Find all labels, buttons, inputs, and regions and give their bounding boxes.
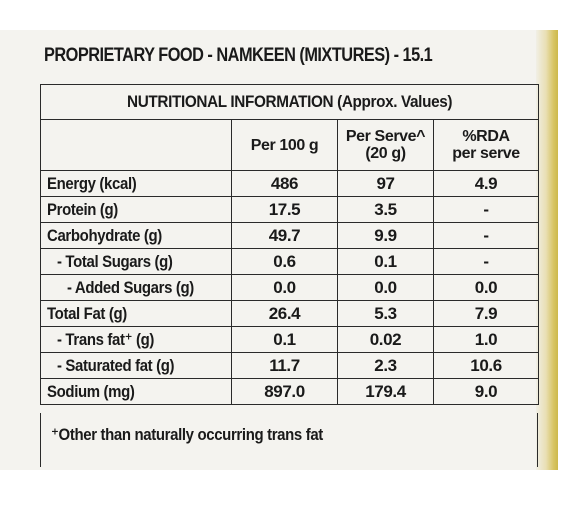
- value-per-100g: 26.4: [231, 300, 338, 327]
- value-per-serve: 2.3: [337, 352, 434, 379]
- value-per-100g: 0.1: [231, 326, 338, 353]
- value-rda: 9.0: [432, 378, 540, 405]
- table-row: Protein (g) 17.5 3.5-: [40, 196, 540, 223]
- value-per-serve: 179.4: [337, 378, 434, 405]
- package-edge: [536, 30, 558, 470]
- table-title-row: NUTRITIONAL INFORMATION (Approx. Values): [39, 84, 540, 120]
- nutrient-name-text: Total Fat (g): [47, 303, 127, 323]
- value-per-100g: 486: [231, 170, 338, 197]
- table-title-text: NUTRITIONAL INFORMATION (Approx. Values): [126, 92, 453, 111]
- value-per-serve: 97: [337, 170, 434, 197]
- nutrition-table: NUTRITIONAL INFORMATION (Approx. Values)…: [39, 84, 540, 405]
- table-title: NUTRITIONAL INFORMATION (Approx. Values): [39, 84, 540, 120]
- table-row: Energy (kcal) 486 97 4.9: [40, 170, 540, 197]
- product-heading: PROPRIETARY FOOD - NAMKEEN (MIXTURES) - …: [44, 45, 433, 66]
- nutrient-name-text: - Added Sugars (g): [67, 277, 194, 297]
- value-per-serve: 3.5: [337, 196, 434, 223]
- nutrient-name: - Saturated fat (g): [40, 352, 232, 379]
- table-row: Carbohydrate (g) 49.7 9.9-: [40, 222, 540, 249]
- table-row: - Trans fat⁺ (g) 0.1 0.02 1.0: [40, 326, 540, 353]
- header-rda-line1: %RDA: [462, 128, 510, 145]
- nutrient-name-text: - Trans fat⁺ (g): [57, 329, 155, 349]
- value-rda: 7.9: [432, 300, 540, 327]
- nutrient-name-text: Carbohydrate (g): [47, 225, 162, 245]
- header-per-serve: Per Serve^ (20 g): [337, 119, 434, 171]
- value-per-100g: 897.0: [231, 378, 338, 405]
- footnote-box: ⁺Other than naturally occurring trans fa…: [40, 413, 538, 467]
- nutrient-name: Protein (g): [40, 196, 232, 223]
- value-rda: 10.6: [432, 352, 540, 379]
- nutrient-name-text: - Saturated fat (g): [57, 355, 175, 375]
- nutrient-name: Energy (kcal): [40, 170, 232, 197]
- nutrient-name: Total Fat (g): [40, 300, 232, 327]
- nutrient-name: - Total Sugars (g): [40, 248, 232, 275]
- value-rda: 1.0: [432, 326, 540, 353]
- nutrient-name: - Trans fat⁺ (g): [40, 326, 232, 353]
- nutrient-name-text: - Total Sugars (g): [57, 251, 173, 271]
- value-per-100g: 0.6: [231, 248, 338, 275]
- value-rda: -: [432, 222, 540, 249]
- table-row: Total Fat (g) 26.4 5.3 7.9: [40, 300, 540, 327]
- header-per-100g: Per 100 g: [231, 119, 338, 171]
- header-per-serve-line1: Per Serve^: [345, 128, 426, 145]
- table-row: Sodium (mg) 897.0 179.4 9.0: [40, 378, 540, 405]
- nutrient-name: Carbohydrate (g): [40, 222, 232, 249]
- value-rda: 0.0: [432, 274, 540, 301]
- value-per-serve: 5.3: [337, 300, 434, 327]
- value-per-serve: 0.02: [337, 326, 434, 353]
- table-row: - Saturated fat (g) 11.7 2.3 10.6: [40, 352, 540, 379]
- value-rda: 4.9: [432, 170, 540, 197]
- header-per-serve-line2: (20 g): [365, 145, 406, 162]
- nutrient-name-text: Protein (g): [47, 199, 118, 219]
- value-per-100g: 17.5: [231, 196, 338, 223]
- value-per-serve: 0.0: [337, 274, 434, 301]
- value-per-100g: 11.7: [231, 352, 338, 379]
- nutrient-name-text: Energy (kcal): [47, 173, 137, 193]
- nutrient-name: - Added Sugars (g): [40, 274, 232, 301]
- value-rda: -: [432, 248, 540, 275]
- column-header-row: Per 100 g Per Serve^ (20 g) %RDA per ser…: [40, 119, 540, 171]
- value-rda: -: [432, 196, 540, 223]
- nutrient-name: Sodium (mg): [40, 378, 232, 405]
- footnote-text: ⁺Other than naturally occurring trans fa…: [51, 425, 323, 444]
- header-per-100g-text: Per 100 g: [250, 136, 319, 154]
- table-row: - Total Sugars (g) 0.6 0.1-: [40, 248, 540, 275]
- value-per-100g: 49.7: [231, 222, 338, 249]
- table-row: - Added Sugars (g) 0.0 0.0 0.0: [40, 274, 540, 301]
- header-rda: %RDA per serve: [432, 119, 540, 171]
- nutrient-name-text: Sodium (mg): [47, 381, 135, 401]
- value-per-serve: 0.1: [337, 248, 434, 275]
- header-empty-cell: [40, 119, 232, 171]
- nutrient-rows: Energy (kcal) 486 97 4.9 Protein (g) 17.5 3.5-…: [40, 170, 540, 405]
- value-per-100g: 0.0: [231, 274, 338, 301]
- header-rda-line2: per serve: [452, 145, 520, 162]
- value-per-serve: 9.9: [337, 222, 434, 249]
